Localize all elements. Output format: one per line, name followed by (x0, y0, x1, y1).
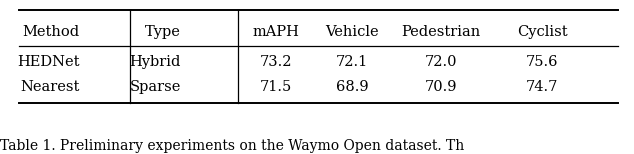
Text: Pedestrian: Pedestrian (401, 25, 481, 38)
Text: Nearest: Nearest (20, 80, 79, 94)
Text: 71.5: 71.5 (260, 80, 292, 94)
Text: Table 1. Preliminary experiments on the Waymo Open dataset. Th: Table 1. Preliminary experiments on the … (0, 139, 464, 152)
Text: Method: Method (22, 25, 79, 38)
Text: Type: Type (145, 25, 181, 38)
Text: 68.9: 68.9 (335, 80, 368, 94)
Text: Hybrid: Hybrid (129, 55, 181, 69)
Text: Cyclist: Cyclist (517, 25, 567, 38)
Text: 75.6: 75.6 (526, 55, 559, 69)
Text: 72.0: 72.0 (424, 55, 457, 69)
Text: Sparse: Sparse (129, 80, 181, 94)
Text: Vehicle: Vehicle (325, 25, 378, 38)
Text: mAPH: mAPH (252, 25, 299, 38)
Text: 72.1: 72.1 (336, 55, 368, 69)
Text: 74.7: 74.7 (526, 80, 559, 94)
Text: HEDNet: HEDNet (16, 55, 79, 69)
Text: 70.9: 70.9 (424, 80, 457, 94)
Text: 73.2: 73.2 (259, 55, 292, 69)
